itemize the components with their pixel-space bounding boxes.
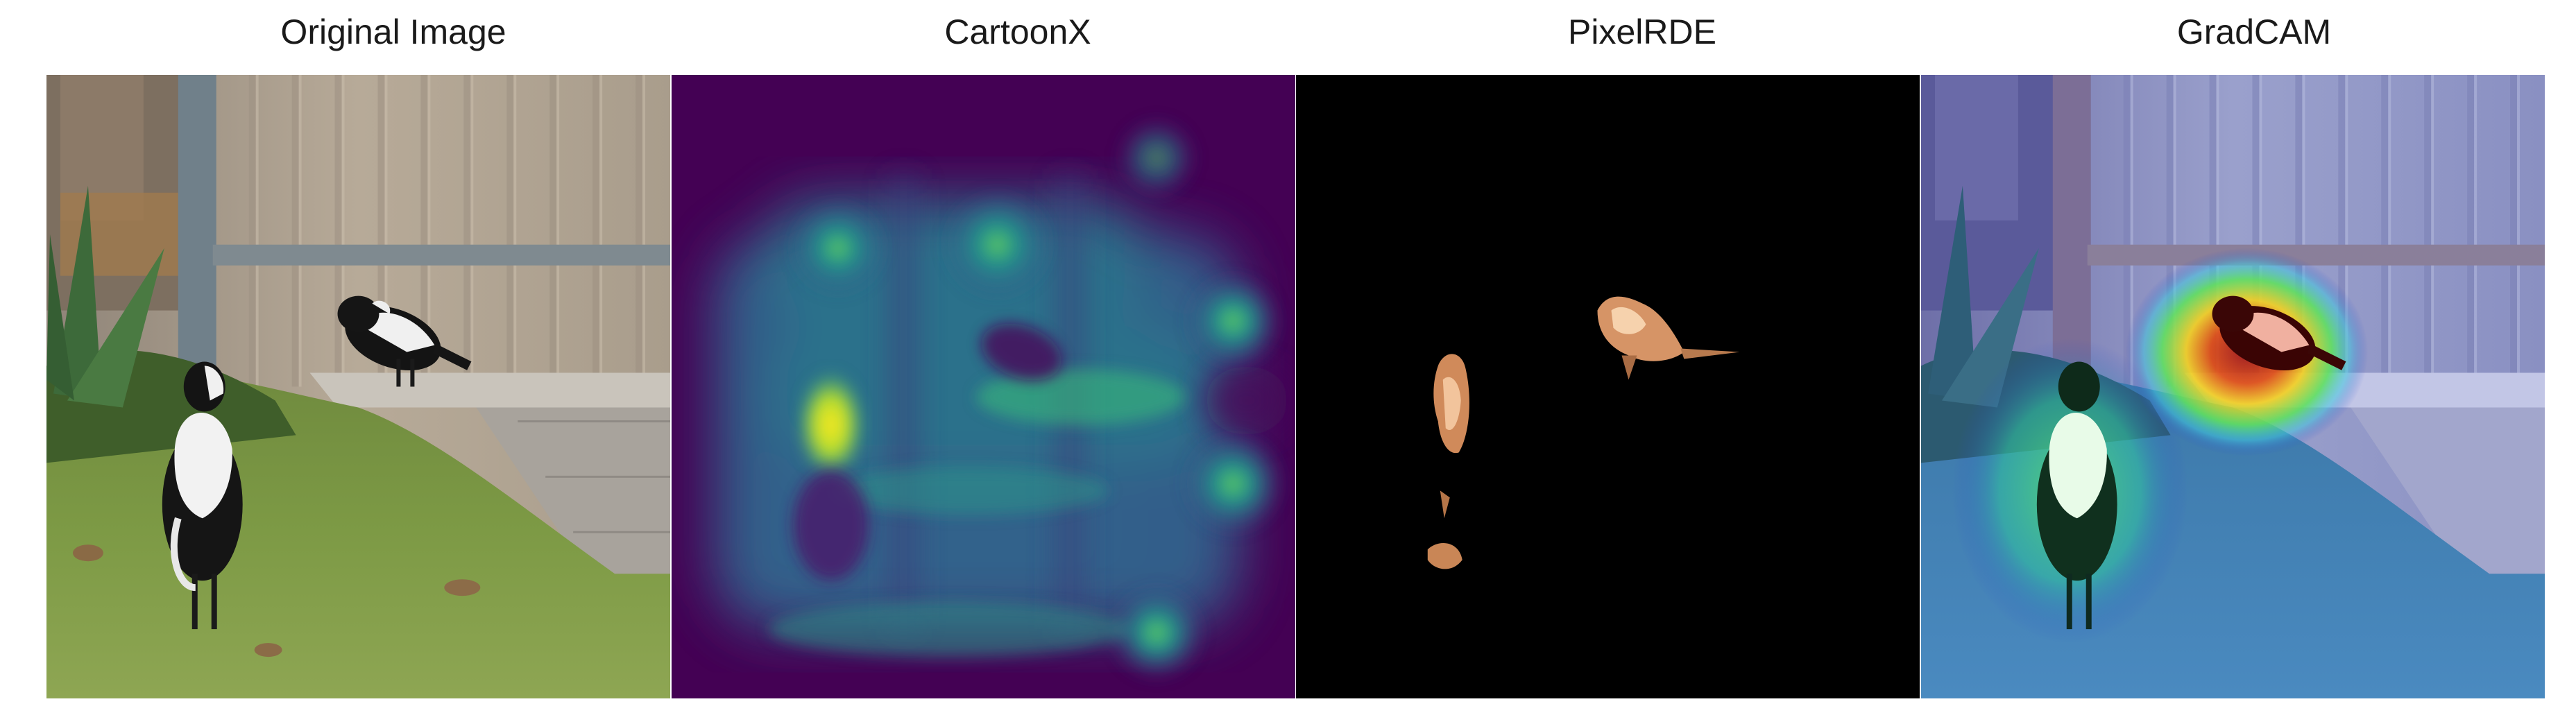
pixelrde-mask (1296, 75, 1920, 698)
pixelrde-bird-foreground (1427, 354, 1469, 569)
original-photo (46, 75, 670, 698)
gradcam-overlay-panel (1921, 75, 2545, 698)
cartoonx-heatmap-panel (672, 75, 1295, 698)
pixelrde-mask-panel (1296, 75, 1920, 698)
magpie-foreground (162, 361, 243, 630)
cartoonx-heatmap (672, 75, 1295, 698)
panel-title-original-image: Original Image (280, 12, 506, 51)
gradcam-magpie-background (2212, 295, 2346, 371)
pixelrde-bird-background (1597, 296, 1740, 380)
original-image-panel (46, 75, 670, 698)
gradcam-magpie-foreground (2036, 361, 2117, 630)
panel-title-cartoonx: CartoonX (944, 12, 1091, 51)
panel-title-gradcam: GradCAM (2176, 12, 2332, 51)
panel-title-pixelrde: PixelRDE (1568, 12, 1716, 51)
gradcam-overlay (1921, 75, 2545, 698)
magpie-background (337, 295, 472, 387)
